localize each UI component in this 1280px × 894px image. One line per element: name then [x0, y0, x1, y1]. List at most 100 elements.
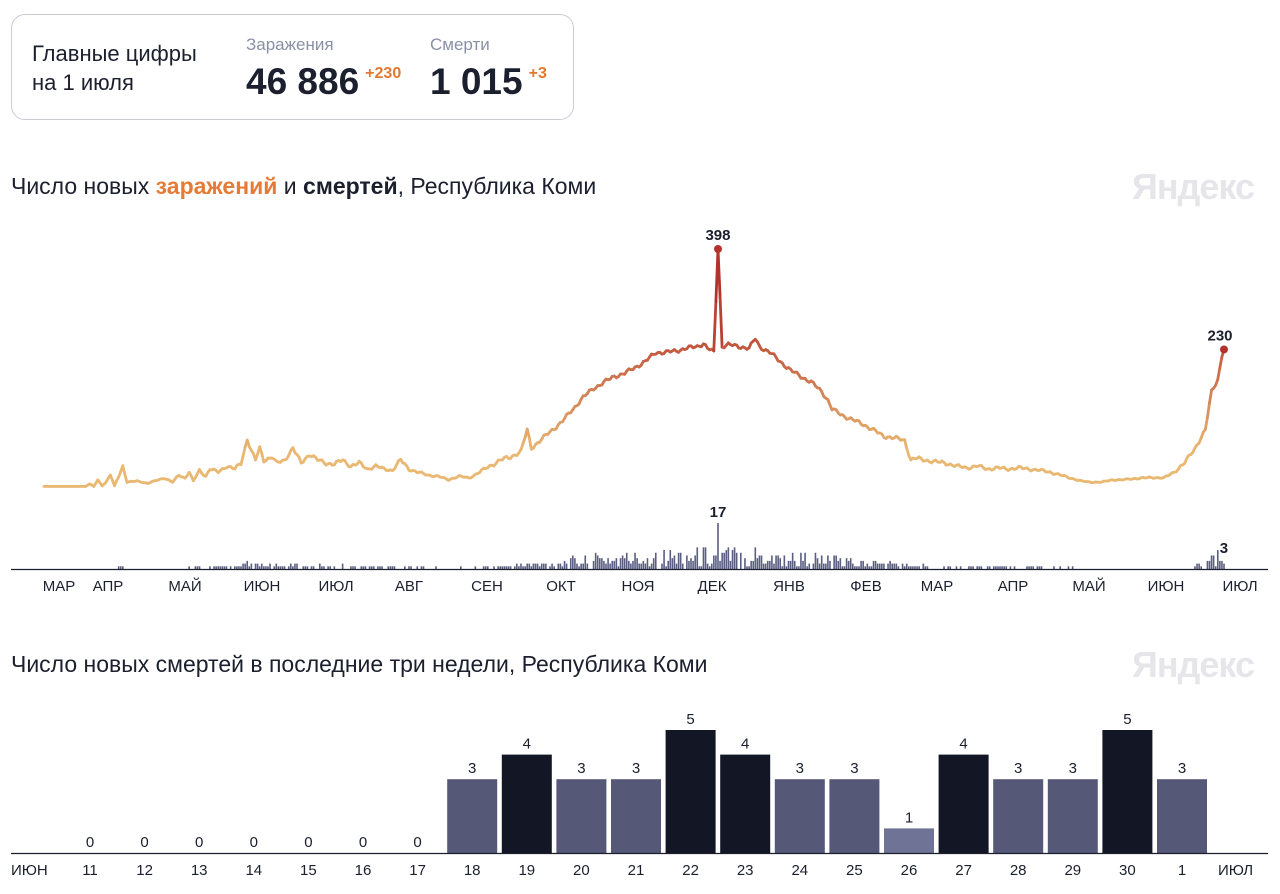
death-bar [955, 566, 958, 569]
death-bar [368, 566, 371, 569]
death-bar [787, 560, 790, 569]
death-bar [887, 563, 889, 569]
death-bar [771, 555, 773, 569]
death-bar [1198, 563, 1200, 569]
death-bar [721, 552, 723, 569]
death-bar [744, 558, 746, 569]
death-bar [905, 563, 908, 569]
death-bar [526, 563, 528, 569]
death-bar [484, 566, 487, 569]
day-bar [829, 779, 880, 853]
death-bar [256, 563, 259, 569]
death-bar [661, 563, 663, 569]
death-bar [362, 566, 365, 569]
death-bar [837, 560, 840, 569]
peak-label: 398 [705, 227, 730, 244]
death-bar [876, 563, 879, 569]
death-bar [601, 558, 603, 569]
month-label: ИЮН [244, 578, 281, 595]
death-bar [623, 558, 626, 569]
death-bar [864, 566, 867, 569]
death-bar [785, 566, 788, 569]
death-bar [669, 550, 672, 569]
bar-value-label: 1 [905, 809, 913, 826]
death-bar [1059, 566, 1061, 569]
day-label: 28 [1010, 862, 1027, 879]
death-bar [764, 563, 767, 569]
bar-value-label: 4 [523, 736, 531, 753]
death-bar [350, 566, 352, 569]
death-bar [576, 563, 578, 569]
bar-value-label: 0 [250, 834, 258, 851]
death-bar [839, 558, 842, 569]
bar-value-label: 3 [1069, 760, 1077, 777]
death-bar [910, 566, 912, 569]
day-bar [993, 779, 1044, 853]
day-label: 19 [518, 862, 535, 879]
death-bar [312, 566, 315, 569]
death-bar [229, 566, 232, 569]
death-bar [233, 566, 236, 569]
death-bar [522, 566, 524, 569]
death-bar [1005, 566, 1008, 569]
deaths-label: Смерти [430, 35, 490, 54]
month-label: МАР [43, 578, 76, 595]
death-bar [213, 566, 215, 569]
death-bar [1038, 566, 1041, 569]
death-bar [538, 566, 541, 569]
summary-heading-line1: Главные цифры [32, 41, 197, 66]
day-label: 11 [82, 862, 98, 879]
death-bar [646, 558, 649, 569]
death-bar [926, 566, 929, 569]
death-bar [804, 552, 806, 569]
day-bar [1157, 779, 1207, 853]
death-bar [862, 560, 864, 569]
death-bar [833, 555, 835, 569]
chart2-yandex-logo: Яндекс [1131, 644, 1255, 685]
death-bar [569, 558, 572, 569]
death-bar [364, 566, 367, 569]
death-bar [795, 566, 798, 569]
death-bar [667, 560, 670, 569]
death-bar [532, 563, 535, 569]
death-bar [750, 560, 752, 569]
peak-marker [713, 245, 722, 253]
day-label: 21 [628, 862, 645, 879]
death-bar [652, 558, 655, 569]
bar-value-label: 0 [413, 834, 421, 851]
death-bar [638, 563, 640, 569]
death-bar [1216, 550, 1219, 569]
death-bar [959, 566, 962, 569]
death-bar [493, 566, 495, 569]
death-bar [246, 560, 249, 569]
death-bar [540, 563, 543, 569]
death-bar [777, 555, 779, 569]
death-bar [733, 547, 736, 569]
infections-line-segment [1203, 416, 1209, 431]
day-bar [774, 779, 825, 853]
death-bar [702, 547, 705, 569]
death-bar [1040, 566, 1043, 569]
death-bar [700, 566, 703, 569]
day-label: 24 [791, 862, 808, 879]
infections-line-segment [239, 454, 245, 466]
death-bar [279, 566, 282, 569]
death-bar [408, 566, 410, 569]
death-bar [634, 552, 636, 569]
death-bar [995, 566, 997, 569]
death-bar [903, 566, 906, 569]
death-bar [704, 547, 707, 569]
death-bar [275, 563, 278, 569]
infections-line-segment [241, 445, 247, 458]
month-label: ИЮЛ [318, 578, 353, 595]
death-bar [586, 563, 589, 569]
death-bar [536, 563, 539, 569]
death-bar [1013, 566, 1016, 569]
bar-value-label: 5 [686, 711, 694, 728]
bar-value-label: 3 [632, 760, 640, 777]
death-bar [530, 566, 533, 569]
infections-line-segment [1206, 401, 1211, 420]
death-bar [416, 566, 419, 569]
death-bar [1030, 566, 1032, 569]
death-bar [1208, 560, 1211, 569]
